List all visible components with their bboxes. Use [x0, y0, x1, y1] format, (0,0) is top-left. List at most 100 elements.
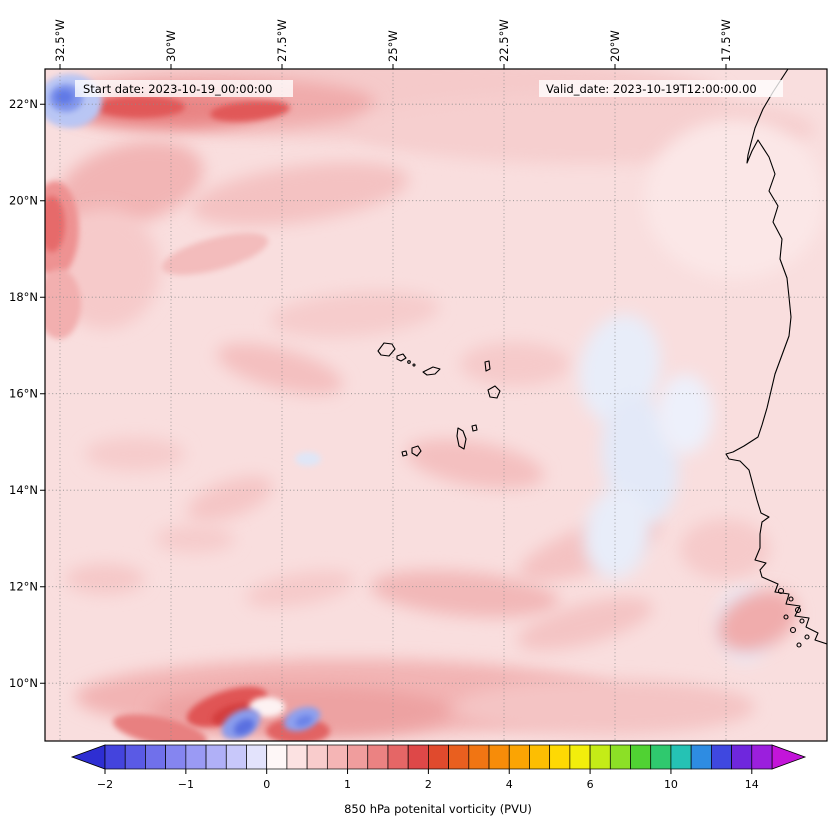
lat-axis: 22°N 20°N 18°N 16°N 14°N 12°N 10°N	[9, 97, 45, 690]
lon-axis: 32.5°W 30°W 27.5°W 25°W 22.5°W 20°W 17.5…	[53, 19, 733, 69]
coastlines	[377, 69, 827, 648]
colorbar-tick-label: −2	[97, 778, 113, 791]
colorbar-segment	[670, 744, 692, 770]
colorbar-tick-label: 14	[745, 778, 759, 791]
colorbar-segments	[104, 744, 773, 770]
valid-date-text: Valid_date: 2023-10-19T12:00:00.00	[546, 82, 757, 96]
africa-coastline	[725, 69, 827, 645]
lat-tick-label: 16°N	[9, 387, 38, 401]
pv-shade-region	[455, 679, 755, 735]
colorbar-segment	[266, 744, 288, 770]
pv-shade-region	[717, 590, 797, 652]
colorbar-segment	[306, 744, 328, 770]
colorbar-tick-label: 6	[587, 778, 594, 791]
colorbar-segment	[387, 744, 409, 770]
colorbar-segment	[407, 744, 429, 770]
colorbar-segment	[529, 744, 551, 770]
colorbar-segment	[468, 744, 490, 770]
pv-shade-region	[583, 489, 651, 579]
pv-shade-region	[155, 525, 235, 553]
colorbar-segment	[650, 744, 672, 770]
lon-tick-label: 22.5°W	[497, 19, 511, 62]
pv-shade-region	[295, 452, 321, 466]
pv-shade-region	[245, 570, 355, 608]
colorbar-left-arrow	[70, 744, 106, 770]
pv-shade-region	[295, 715, 313, 727]
colorbar-segment	[326, 744, 348, 770]
pv-shade-region	[645, 119, 825, 279]
lat-tick-marks	[40, 103, 45, 684]
colorbar-label: 850 hPa potenital vorticity (PVU)	[344, 802, 532, 816]
pv-shade-region	[233, 718, 255, 736]
bijagos-islands	[777, 587, 810, 648]
colorbar-ticks: −2 −1 0 1 2 4 6 10 14	[97, 769, 759, 791]
colorbar-segment	[448, 744, 470, 770]
pv-shade-region	[210, 100, 290, 122]
colorbar-tick-label: 10	[664, 778, 678, 791]
pv-shade-region	[680, 519, 770, 579]
start-date-box	[75, 80, 293, 97]
map-border	[44, 68, 828, 742]
lat-tick-label: 10°N	[9, 676, 38, 690]
valid-date-box	[539, 80, 783, 97]
colorbar-segment	[286, 744, 308, 770]
lon-tick-label: 32.5°W	[53, 19, 67, 62]
pv-shade-region	[85, 437, 185, 471]
pv-shade-region	[517, 597, 653, 651]
colorbar-segment	[508, 744, 530, 770]
lon-tick-label: 30°W	[164, 30, 178, 62]
colorbar-segment	[124, 744, 146, 770]
pv-shade-region	[45, 269, 81, 339]
colorbar-segment	[690, 744, 712, 770]
colorbar-segment	[165, 744, 187, 770]
pv-shade-region	[56, 140, 204, 228]
pv-shade-region	[370, 570, 560, 618]
pv-shade-region	[161, 232, 269, 276]
colorbar-tick-label: 4	[506, 778, 513, 791]
colorbar-segment	[428, 744, 449, 770]
start-date-text: Start date: 2023-10-19_00:00:00	[83, 82, 272, 96]
colorbar-right-arrow	[771, 744, 807, 770]
pv-shade-region	[65, 564, 145, 594]
colorbar-segment	[205, 744, 227, 770]
lat-tick-label: 14°N	[9, 483, 38, 497]
pv-shade-region	[217, 343, 343, 395]
colorbar-segment	[569, 744, 591, 770]
pv-shade-region	[112, 714, 208, 741]
colorbar-segment	[347, 744, 369, 770]
pv-shade-region	[45, 196, 65, 252]
colorbar-tick-label: 1	[344, 778, 351, 791]
pv-shade-region	[460, 342, 570, 386]
lon-tick-label: 17.5°W	[719, 19, 733, 62]
colorbar-segment	[711, 744, 732, 770]
colorbar-tick-label: 2	[425, 778, 432, 791]
colorbar-segment	[488, 744, 510, 770]
colorbar-segment	[145, 744, 166, 770]
pv-shade-region	[270, 290, 440, 338]
colorbar-tick-label: 0	[263, 778, 270, 791]
colorbar-segment	[246, 744, 268, 770]
cape-verde-islands	[377, 342, 501, 457]
colorbar-segment	[751, 744, 773, 770]
lon-tick-marks	[59, 64, 727, 69]
pv-shade-region	[657, 374, 713, 454]
map-axes: Start date: 2023-10-19_00:00:00 Valid_da…	[44, 68, 828, 742]
pv-shade-region	[405, 439, 545, 489]
pv-shade-region	[187, 476, 273, 522]
colorbar-segment	[731, 744, 753, 770]
colorbar-segment	[589, 744, 611, 770]
pv-shade-region	[95, 96, 185, 118]
colorbar-segment	[367, 744, 389, 770]
colorbar-segment	[549, 744, 571, 770]
colorbar: −2 −1 0 1 2 4 6 10 14 850 hPa potenital vorticit…	[70, 744, 807, 816]
lon-tick-label: 25°W	[386, 30, 400, 62]
colorbar-segment	[630, 744, 652, 770]
pv-shade-region	[191, 162, 409, 226]
colorbar-segment	[185, 744, 207, 770]
lat-tick-label: 22°N	[9, 97, 38, 111]
lat-tick-label: 20°N	[9, 194, 38, 208]
colorbar-segment	[225, 744, 247, 770]
lon-tick-label: 27.5°W	[275, 19, 289, 62]
